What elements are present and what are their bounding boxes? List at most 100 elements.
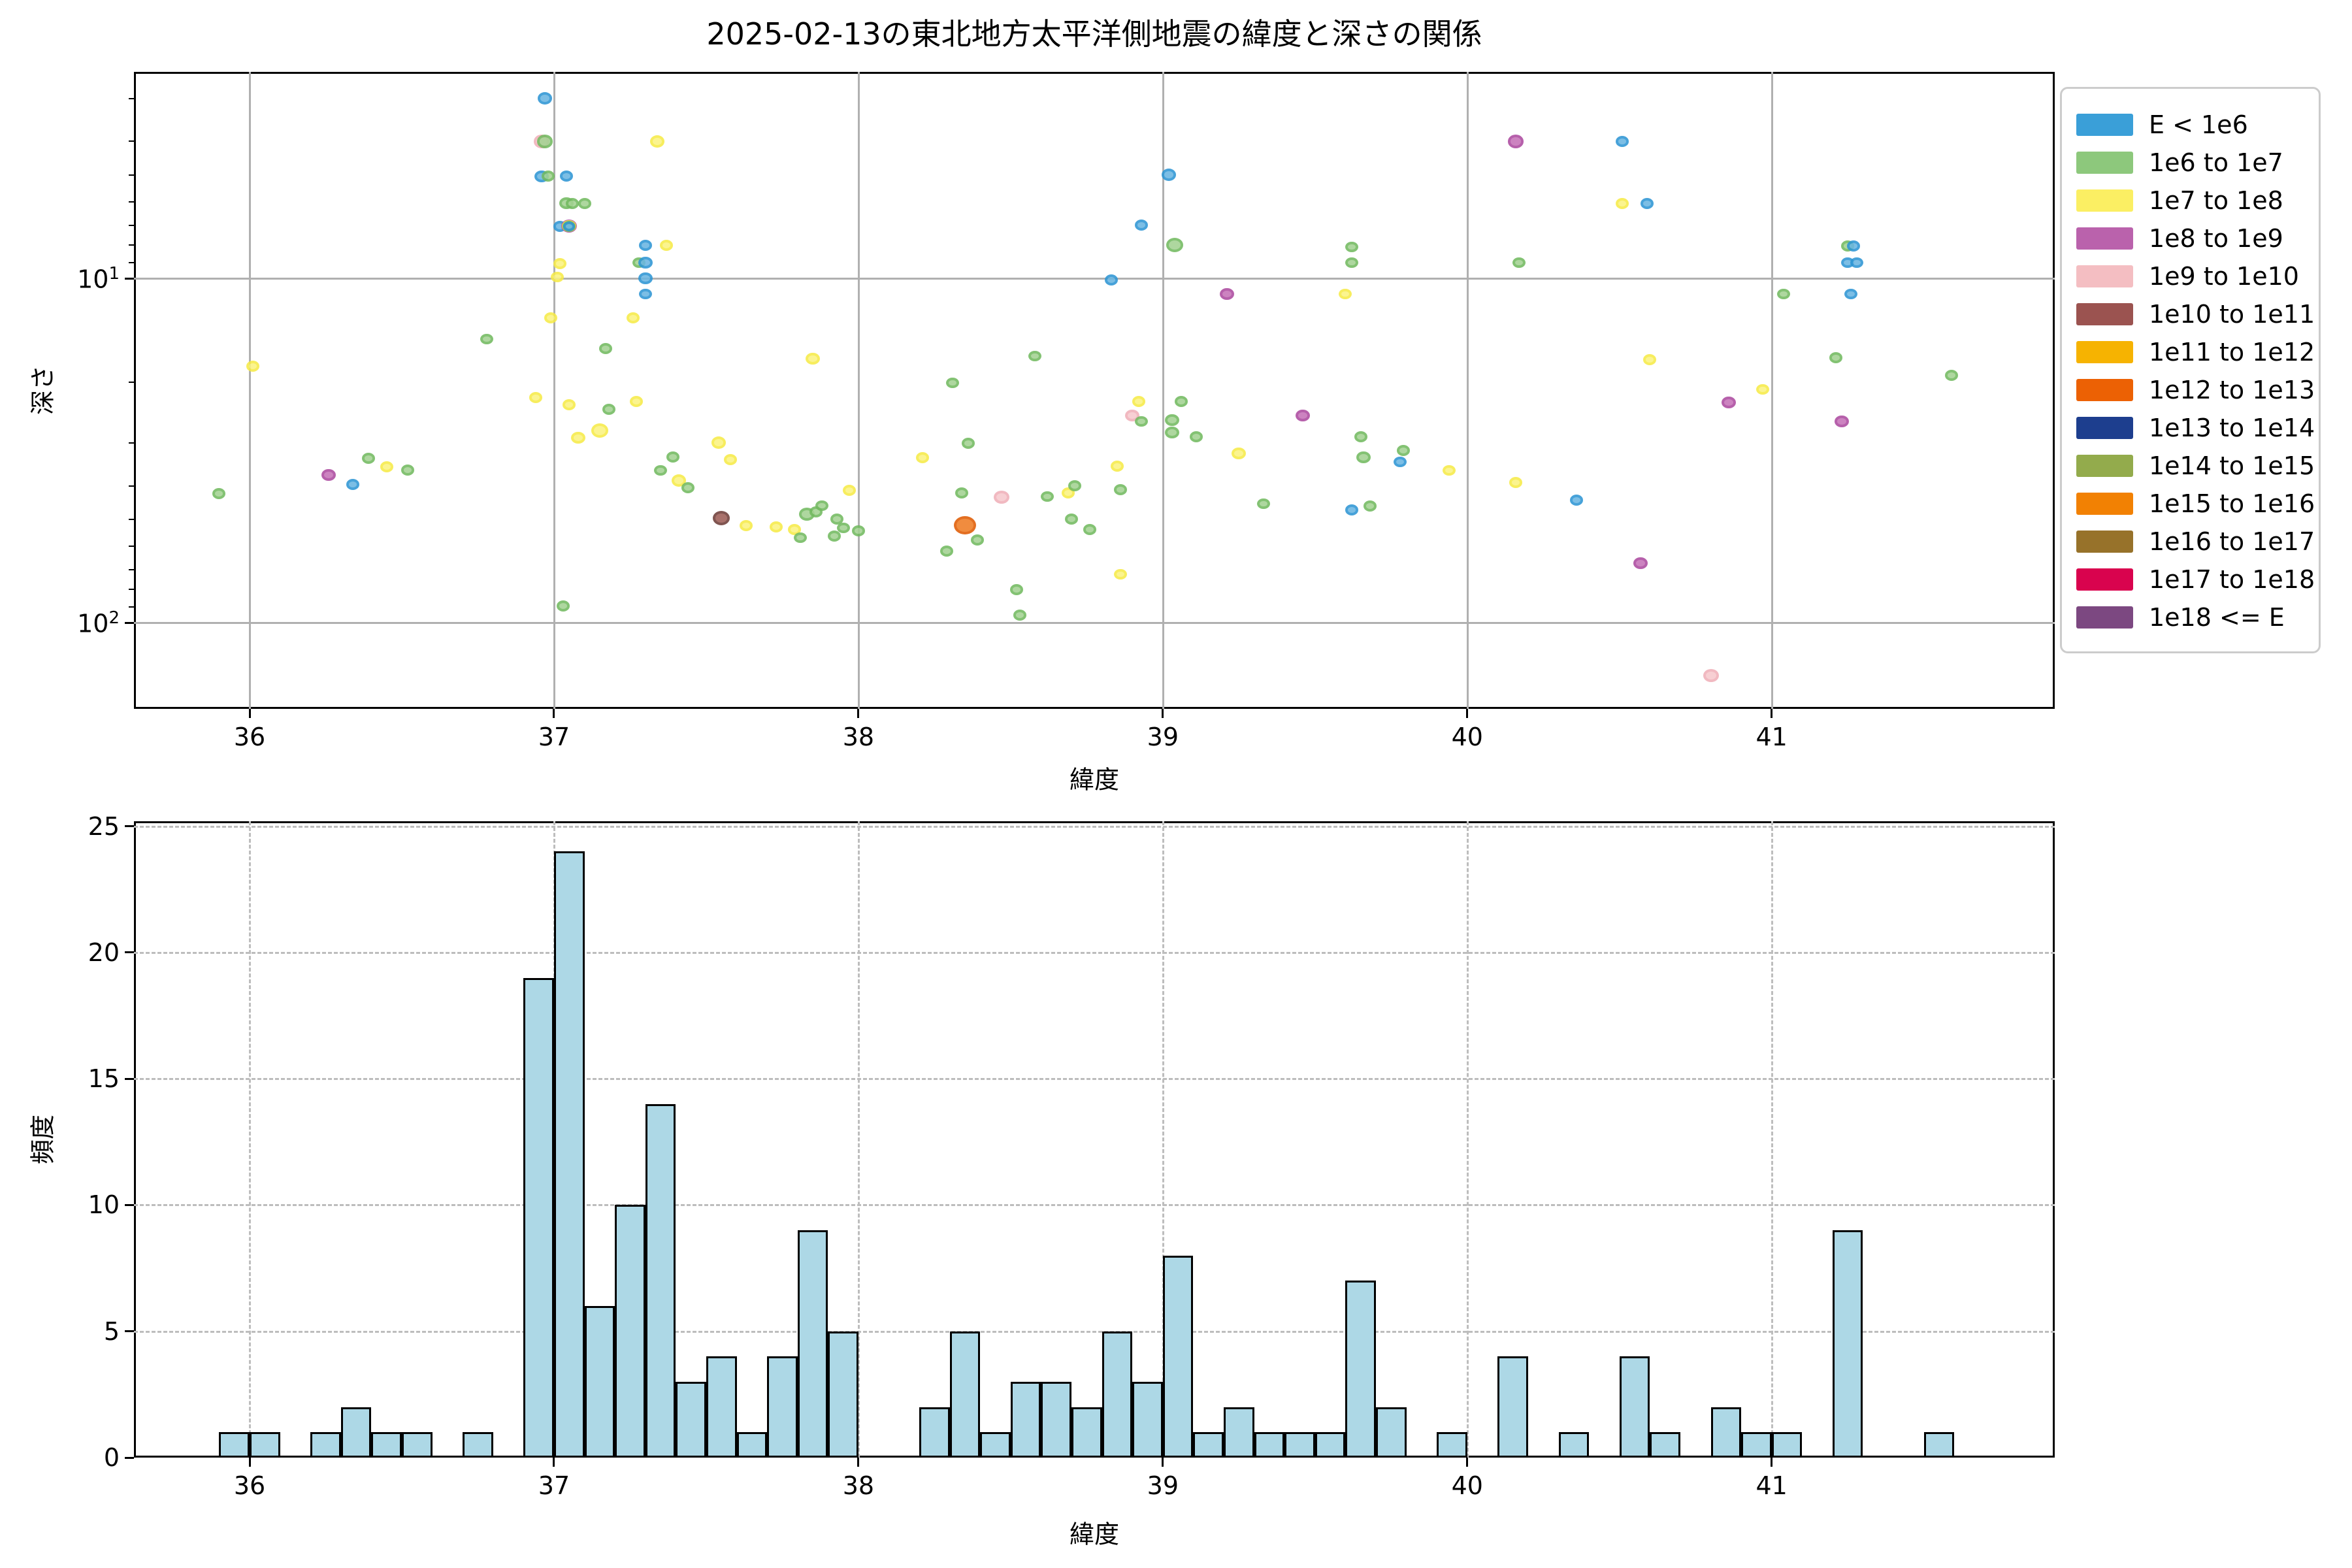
hist-bar [1741,1432,1772,1458]
histogram-xlabel: 緯度 [1069,1520,1120,1549]
scatter-point [591,423,608,438]
hist-bar [1071,1407,1102,1458]
legend-label: 1e14 to 1e15 [2149,451,2315,480]
page-title: 2025-02-13の東北地方太平洋側地震の緯度と深さの関係 [706,16,1482,52]
hist-y-tick-label: 5 [103,1316,120,1346]
hist-bar [553,851,585,1458]
scatter-y-minor-tick [129,606,134,608]
scatter-point [565,197,579,209]
hist-bar [767,1356,798,1458]
hist-y-tick-label: 0 [103,1443,120,1472]
hist-bar [1041,1382,1072,1458]
legend-item: 1e10 to 1e11 [2076,295,2319,333]
scatter-point [1135,416,1149,427]
legend-item: 1e7 to 1e8 [2076,182,2319,220]
scatter-point [1850,257,1864,269]
hist-bar [1132,1382,1163,1458]
scatter-point [1354,431,1367,442]
legend-swatch-icon [2076,417,2133,439]
scatter-point [940,546,954,557]
hist-gridline-x [1771,821,1773,1458]
hist-x-tick-label: 38 [842,1471,875,1500]
legend-swatch-icon [2076,493,2133,515]
scatter-point [1164,426,1179,439]
hist-bar [402,1432,433,1458]
hist-bar [250,1432,280,1458]
scatter-point [638,239,652,251]
hist-bar [1832,1230,1863,1458]
hist-bar [340,1407,372,1458]
scatter-point [836,522,850,534]
scatter-point [1232,447,1247,460]
scatter-point [1068,480,1081,491]
scatter-point [361,453,375,464]
scatter-point [1345,241,1358,253]
hist-bar [1162,1255,1194,1458]
scatter-y-minor-tick [129,589,134,591]
hist-x-tick [1771,1458,1773,1467]
scatter-y-minor-tick [129,262,134,264]
legend-item: 1e11 to 1e12 [2076,333,2319,371]
scatter-point [770,521,783,533]
hist-y-tick [125,1330,134,1333]
hist-bar [1224,1407,1254,1458]
scatter-y-minor-tick [129,201,134,203]
scatter-point [1847,240,1861,252]
scatter-point [1356,451,1371,464]
scatter-point [1396,445,1410,456]
legend-item: E < 1e6 [2076,106,2319,144]
legend-label: 1e6 to 1e7 [2149,148,2283,177]
legend-item: 1e16 to 1e17 [2076,523,2319,561]
scatter-x-tick [553,709,555,718]
hist-y-tick [125,951,134,954]
hist-bar [645,1103,676,1458]
legend-swatch-icon [2076,379,2133,401]
legend-label: 1e10 to 1e11 [2149,300,2315,329]
hist-bar [1923,1432,1955,1458]
scatter-point [1132,396,1145,408]
hist-x-tick [1162,1458,1164,1467]
scatter-point [1829,352,1842,364]
scatter-point [1296,409,1311,422]
hist-bar [1102,1331,1133,1458]
scatter-point [1113,568,1127,580]
scatter-y-minor-tick [129,244,134,246]
legend-item: 1e18 <= E [2076,598,2319,636]
hist-bar [676,1382,706,1458]
scatter-point [1777,288,1791,300]
scatter-point [1010,583,1024,595]
scatter-gridline-y [134,622,2055,625]
scatter-point [993,490,1009,504]
legend-label: E < 1e6 [2149,110,2248,139]
scatter-point [739,520,753,531]
scatter-gridline-x [249,72,252,709]
legend-label: 1e9 to 1e10 [2149,262,2299,291]
legend-swatch-icon [2076,606,2133,629]
scatter-point [212,487,226,499]
scatter-gridline-x [1466,72,1469,709]
scatter-x-tick [1162,709,1164,718]
hist-bar [828,1331,858,1458]
scatter-point [346,479,360,491]
legend-item: 1e9 to 1e10 [2076,257,2319,295]
scatter-point [246,361,259,372]
scatter-point [1040,491,1054,502]
scatter-point [830,514,844,525]
hist-bar [736,1432,768,1458]
scatter-x-tick-label: 41 [1756,723,1788,751]
legend-item: 1e15 to 1e16 [2076,485,2319,523]
scatter-gridline-x [857,72,860,709]
hist-bar [1497,1356,1528,1458]
scatter-x-tick-label: 36 [233,723,266,751]
scatter-point [538,92,552,105]
scatter-point [550,271,564,283]
hist-y-tick [125,1077,134,1080]
hist-bar [1284,1432,1315,1458]
hist-bar [1650,1432,1680,1458]
hist-bar [1558,1432,1590,1458]
histogram-plot [134,821,2055,1458]
hist-bar [523,977,554,1458]
scatter-y-minor-tick [129,97,134,99]
legend-swatch-icon [2076,265,2133,287]
hist-bar [1315,1432,1346,1458]
